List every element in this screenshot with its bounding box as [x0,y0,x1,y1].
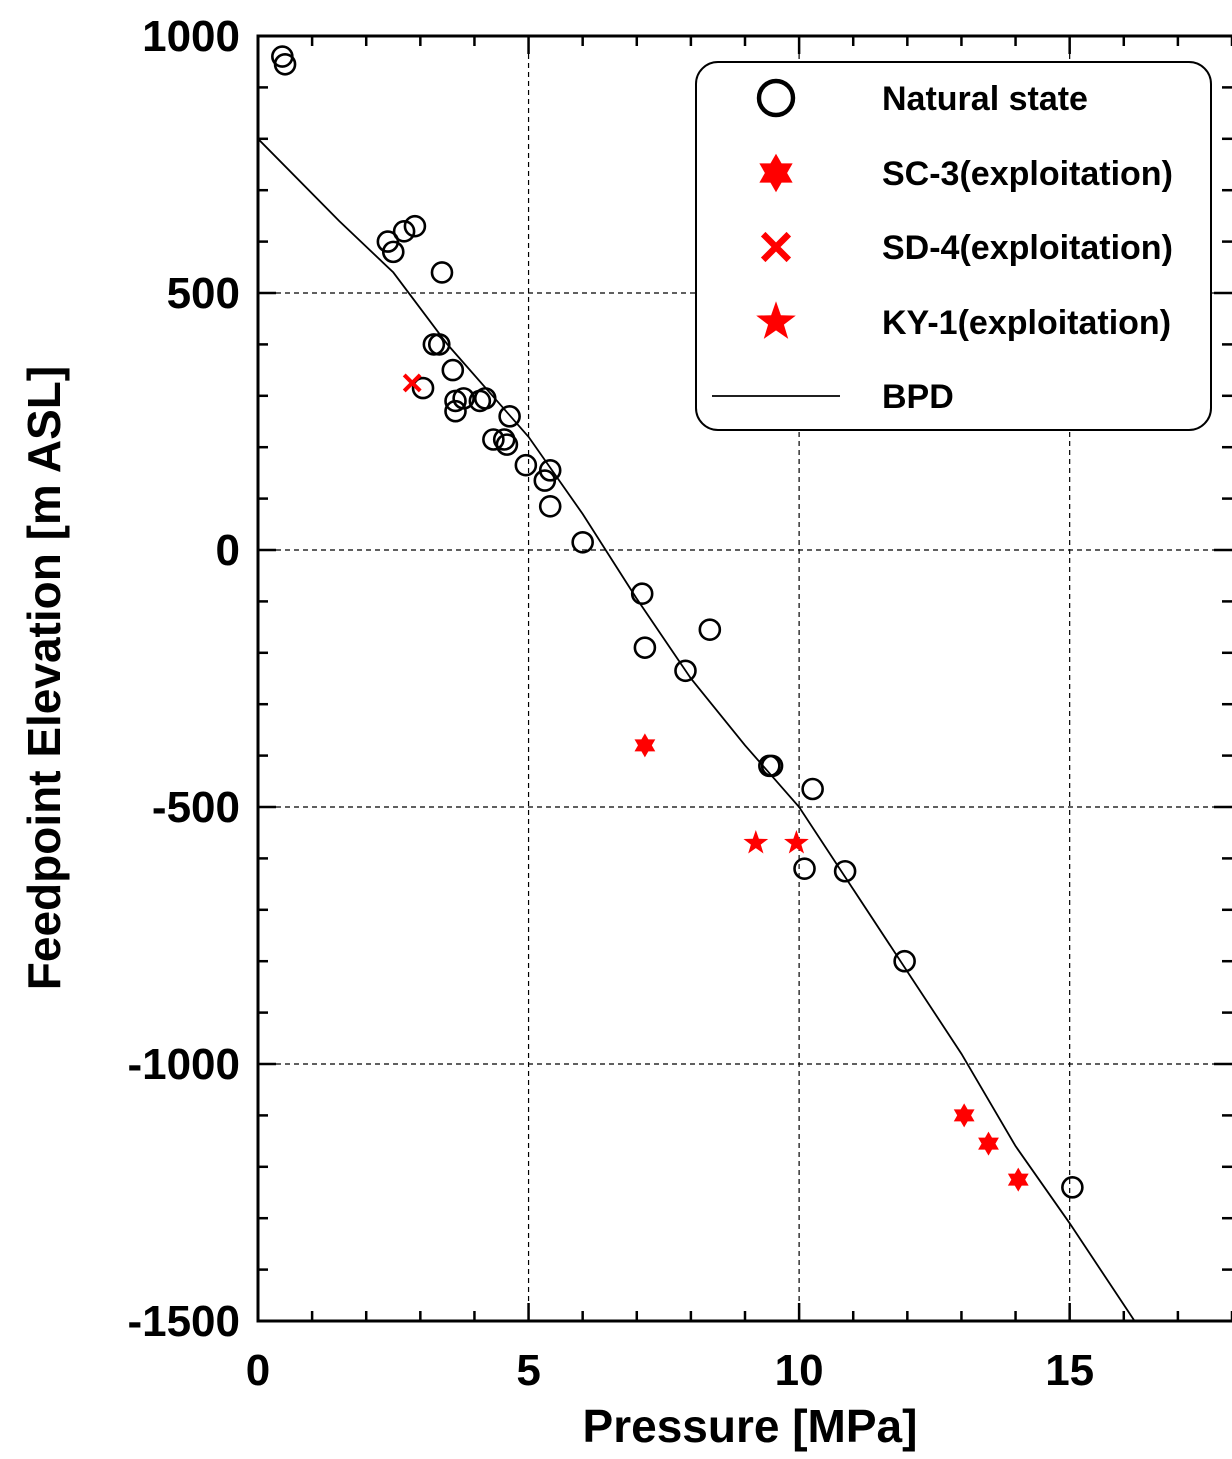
axis-ticks [256,34,1232,1323]
natural-state-point [801,777,824,801]
natural-state-point [273,52,297,76]
natural-state-point [538,495,562,518]
data-points [271,45,1084,1199]
natural-state-point [514,453,538,477]
legend-marker [756,301,796,339]
legend-label: BPD [882,378,954,416]
sc3-point [953,1103,975,1128]
ky1-point [784,829,809,854]
natural-state-point [893,949,916,973]
y-tick-label: 0 [216,526,240,575]
y-tick-label: -1500 [127,1297,240,1346]
x-axis-label: Pressure [MPa] [583,1400,918,1452]
natural-state-point [793,857,816,880]
tick-labels: 0 5 10 15 1000 500 0 -500 -1000 -1500 [127,12,1094,1395]
x-tick-label: 5 [516,1346,540,1395]
natural-state-point [430,261,454,284]
grid-lines [258,36,1232,1321]
legend-box [695,61,1212,431]
x-tick-label: 0 [246,1346,270,1395]
y-tick-label: 500 [167,269,240,318]
natural-state-point [452,387,475,410]
sd4-point [402,373,422,393]
natural-state-point [833,859,857,883]
natural-state-point [473,387,497,410]
legend-label: Natural state [882,80,1088,118]
sc3-point [978,1131,999,1156]
legend-item: BPD [712,378,954,416]
legend-item: SC-3(exploitation) [759,153,1173,193]
x-tick-label: 15 [1045,1346,1094,1395]
natural-state-point [444,399,467,423]
y-tick-label: 1000 [142,12,240,61]
ky1-point [743,829,769,854]
legend-item: Natural state [756,78,1088,118]
natural-state-point [381,240,405,264]
natural-state-point [498,405,521,428]
natural-state-point [1061,1176,1084,1199]
natural-state-point [392,220,416,243]
natural-state-point [760,754,784,778]
bpd-line [258,138,1136,1321]
x-tick-label: 10 [775,1346,824,1395]
natural-state-point [482,428,505,451]
natural-state-point [411,376,435,400]
bpd-line-layer [258,138,1136,1321]
y-tick-label: -1000 [127,1040,240,1089]
legend-marker [759,153,793,193]
legend-label: SD-4(exploitation) [882,229,1173,267]
natural-state-point [427,333,451,356]
natural-state-point [630,582,654,605]
natural-state-point [422,333,446,356]
natural-state-point [633,636,657,659]
legend-label: KY-1(exploitation) [882,304,1171,342]
y-axis-label: Feedpoint Elevation [m ASL] [18,366,70,990]
legend-marker [760,231,792,263]
natural-state-point [441,358,465,382]
legend-item: SD-4(exploitation) [760,229,1173,267]
natural-state-point [538,459,562,482]
y-tick-label: -500 [152,783,240,832]
legend-item: KY-1(exploitation) [756,301,1171,342]
plot-frame [256,34,1232,1323]
sc3-point [634,733,656,758]
natural-state-point [698,618,722,641]
natural-state-point [495,433,519,456]
legend-marker [756,78,796,118]
natural-state-point [674,659,697,683]
sc3-point [1007,1167,1029,1192]
legend: Natural state SC-3(exploitation) SD-4(expl… [695,61,1212,431]
legend-label: SC-3(exploitation) [882,155,1173,193]
natural-state-point [571,530,594,554]
natural-state-point [403,214,427,238]
